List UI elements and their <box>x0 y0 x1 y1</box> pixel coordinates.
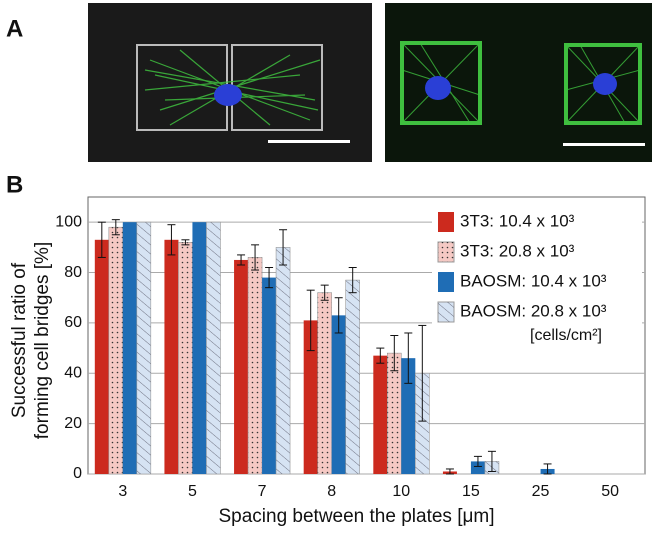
bar <box>331 315 346 474</box>
bar-texture <box>136 222 151 474</box>
error-bar <box>376 347 385 364</box>
bar <box>401 358 416 474</box>
error-bar <box>251 244 260 271</box>
bar-texture <box>276 247 291 474</box>
bar-texture <box>317 292 332 474</box>
y-tick-label: 80 <box>64 264 82 281</box>
y-tick-label: 100 <box>55 213 82 230</box>
bar <box>262 277 277 474</box>
legend-box <box>432 204 642 350</box>
y-tick-label: 60 <box>64 314 82 331</box>
y-axis-label: forming cell bridges [%] <box>32 242 53 439</box>
error-bar <box>265 267 274 289</box>
bar <box>234 259 249 474</box>
bar-texture <box>178 242 193 474</box>
legend-texture <box>438 302 454 322</box>
error-bar <box>237 254 246 266</box>
micrograph-left <box>88 3 372 162</box>
bar <box>122 222 137 474</box>
legend-label: 3T3: 10.4 x 10³ <box>460 211 575 230</box>
y-tick-label: 20 <box>64 415 82 432</box>
legend-note: [cells/cm²] <box>530 327 602 344</box>
legend-swatch <box>438 272 454 292</box>
error-bar <box>320 284 329 301</box>
x-tick-label: 8 <box>327 483 336 500</box>
error-bar <box>487 450 496 472</box>
panel-label: B <box>6 171 23 198</box>
legend-label: BAOSM: 20.8 x 10³ <box>460 301 607 320</box>
error-bar <box>418 324 427 422</box>
legend-label: BAOSM: 10.4 x 10³ <box>460 271 607 290</box>
x-tick-label: 15 <box>462 483 480 500</box>
error-bar <box>390 335 399 372</box>
x-tick-label: 50 <box>601 483 619 500</box>
x-tick-label: 25 <box>532 483 550 500</box>
error-bar <box>97 221 106 258</box>
error-bar <box>473 455 482 467</box>
bar <box>192 222 207 474</box>
bar-texture <box>206 222 221 474</box>
x-tick-label: 7 <box>258 483 267 500</box>
bar <box>470 461 485 474</box>
error-bar <box>306 289 315 352</box>
bar <box>164 239 179 474</box>
error-bar <box>404 332 413 384</box>
bar-texture <box>415 373 430 474</box>
legend-texture <box>438 242 454 262</box>
error-bar <box>181 239 190 246</box>
error-bar <box>543 463 552 475</box>
error-bar <box>167 224 176 256</box>
bar <box>303 320 318 474</box>
error-bar <box>334 297 343 334</box>
bar-texture <box>248 257 263 474</box>
legend-swatch <box>438 212 454 232</box>
y-axis-label: Successful ratio of <box>9 262 30 418</box>
x-tick-label: 5 <box>188 483 197 500</box>
x-axis-label: Spacing between the plates [μm] <box>218 506 494 527</box>
error-bar <box>279 229 288 266</box>
bar <box>94 239 109 474</box>
panel-label: A <box>6 15 23 42</box>
x-tick-label: 3 <box>118 483 127 500</box>
bar-texture <box>387 353 402 474</box>
error-bar <box>111 219 120 236</box>
error-bar <box>348 267 357 294</box>
bar-texture <box>108 227 123 474</box>
x-tick-label: 10 <box>392 483 410 500</box>
error-bar <box>445 468 454 475</box>
legend-label: 3T3: 20.8 x 10³ <box>460 241 575 260</box>
y-tick-label: 0 <box>73 465 82 482</box>
bar-texture <box>345 280 360 474</box>
bar <box>373 355 388 474</box>
y-tick-label: 40 <box>64 364 82 381</box>
micrograph-right <box>385 3 652 162</box>
